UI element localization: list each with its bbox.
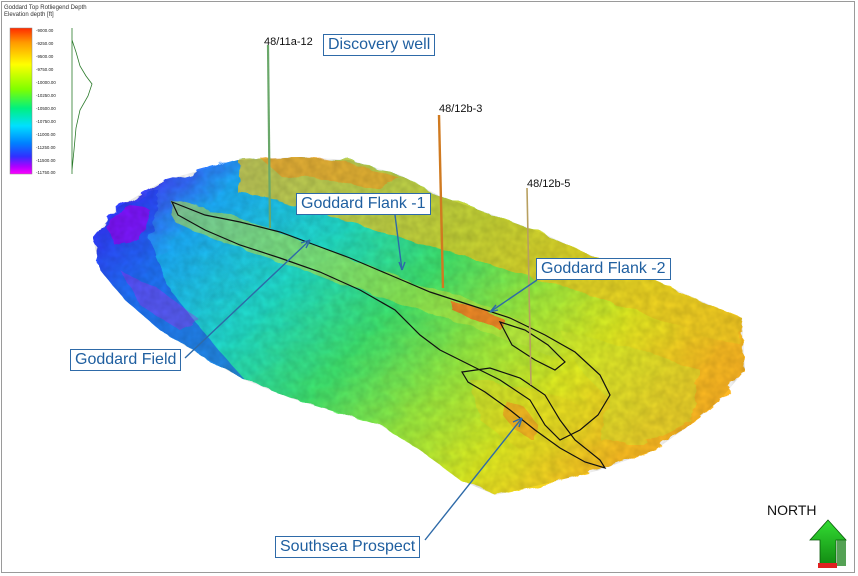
field-outlines xyxy=(170,200,611,470)
well-48-12b-3-trajectory xyxy=(437,114,445,289)
flank1-pointer-head-b xyxy=(401,261,406,271)
callout-goddard-field: Goddard Field xyxy=(70,349,182,371)
flank2-pointer-head-a xyxy=(489,304,497,313)
legend-title: Goddard Top Rotliegend Depth Elevation d… xyxy=(4,5,87,19)
legend-title-line1: Goddard Top Rotliegend Depth xyxy=(4,5,87,11)
scale-tick: -10500.00 xyxy=(36,106,56,111)
scale-tick: -10250.00 xyxy=(36,93,56,98)
callout-goddard-flank-1: Goddard Flank -1 xyxy=(296,193,431,215)
callout-pointers xyxy=(184,214,538,541)
well-label-48-11a-12: 48/11a-12 xyxy=(264,36,313,48)
field-pointer-head-b xyxy=(305,239,311,249)
flank1-pointer xyxy=(394,214,403,271)
scale-tick: -9750.00 xyxy=(36,67,54,72)
north-label: NORTH xyxy=(767,502,817,518)
legend-title-line2: Elevation depth [ft] xyxy=(4,12,54,18)
well-48-11a-12-trajectory xyxy=(266,44,272,229)
scale-tick: -10750.00 xyxy=(36,119,56,124)
callout-discovery-well: Discovery well xyxy=(323,34,436,56)
southsea-pointer-head-a xyxy=(512,417,523,423)
southsea-pointer xyxy=(424,417,523,541)
flank2-pointer-head-b xyxy=(489,309,499,313)
scale-tick: -9500.00 xyxy=(36,54,54,59)
field-pointer xyxy=(184,239,311,359)
depth-surface xyxy=(93,157,745,495)
scale-tick: -11250.00 xyxy=(36,145,56,150)
north-arrow-icon[interactable] xyxy=(809,519,847,568)
scale-tick: -11750.00 xyxy=(36,170,56,175)
scale-tick: -11500.00 xyxy=(36,158,56,163)
well-label-48-12b-3: 48/12b-3 xyxy=(439,103,483,115)
southsea-pointer-head-b xyxy=(518,417,523,428)
flank2-pointer xyxy=(489,279,538,313)
scale-tick: -9250.00 xyxy=(36,41,54,46)
scale-tick: -9000.00 xyxy=(36,28,54,33)
well-label-48-12b-5: 48/12b-5 xyxy=(527,178,571,190)
callout-southsea-prospect: Southsea Prospect xyxy=(275,536,421,558)
callout-goddard-flank-2: Goddard Flank -2 xyxy=(536,258,671,280)
scale-tick: -11000.00 xyxy=(36,132,56,137)
color-scale-bar xyxy=(9,27,33,175)
depth-histogram xyxy=(71,28,93,174)
scale-tick: -10000.00 xyxy=(36,80,56,85)
flank1-pointer-head-a xyxy=(398,261,403,271)
color-scale xyxy=(9,27,93,175)
well-sticks xyxy=(266,44,532,386)
well-48-12b-5-trajectory xyxy=(526,187,532,386)
field-pointer-head-a xyxy=(300,239,311,244)
